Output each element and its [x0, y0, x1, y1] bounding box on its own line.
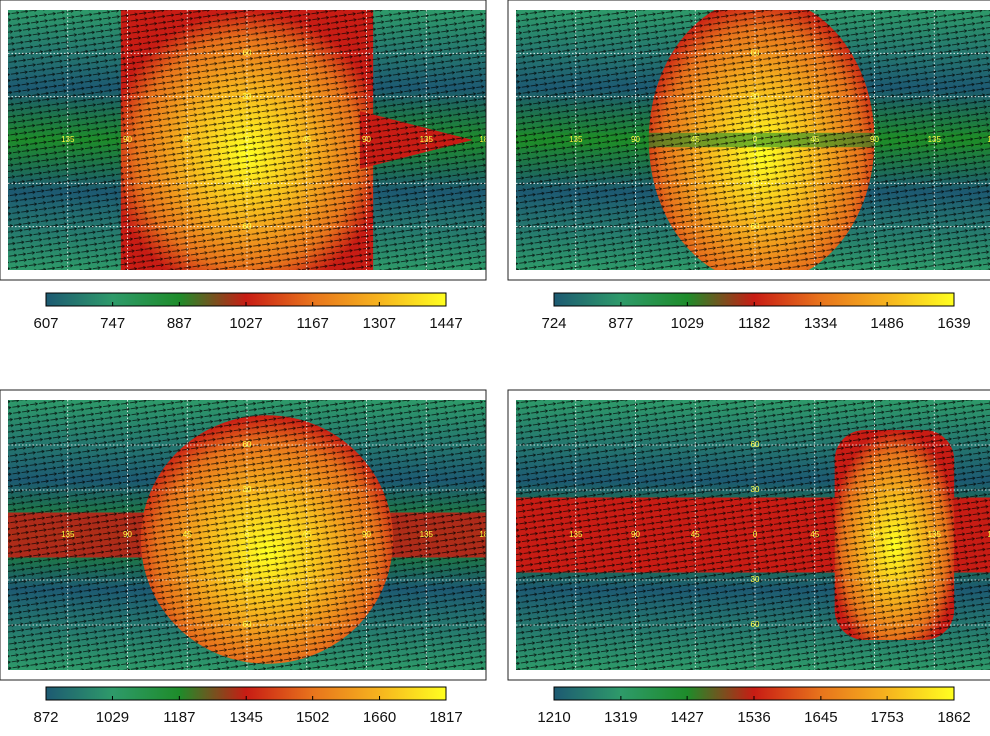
colorbar-tick-label: 1307 — [363, 315, 396, 332]
colorbar-tick-label: 1210 — [537, 709, 570, 726]
colorbar: 872 1029 1187 1345 1502 1660 1817 — [33, 686, 463, 726]
y-tick-label: 30 — [751, 92, 760, 101]
colorbar-tick-label: 1187 — [163, 709, 195, 726]
colorbar: 607 747 887 1027 1167 1307 1447 — [33, 292, 463, 332]
x-tick-label: 180 — [479, 135, 493, 144]
y-tick-label: 60 — [751, 222, 760, 231]
colorbar-tick-label: 887 — [167, 315, 192, 332]
map: 135 90 45 0 45 90 135 180 60 30 30 60 — [516, 10, 990, 270]
x-tick-label: 90 — [123, 530, 132, 539]
x-tick-label: 45 — [810, 135, 819, 144]
panel: 135 90 45 0 45 90 135 180 60 30 30 60 607 747 887 1027 1… — [0, 0, 493, 332]
y-tick-label: 60 — [751, 440, 760, 449]
x-tick-label: 45 — [302, 135, 311, 144]
y-tick-label: 60 — [751, 48, 760, 57]
colorbar-tick-label: 1427 — [670, 709, 703, 726]
panel-frame — [507, 0, 990, 281]
colorbar-tick-label: 724 — [541, 315, 566, 332]
x-tick-label: 135 — [61, 135, 75, 144]
y-tick-label: 30 — [243, 178, 252, 187]
colorbar-tick-label: 1027 — [229, 315, 262, 332]
x-tick-label: 135 — [420, 530, 434, 539]
x-tick-label: 90 — [123, 135, 132, 144]
colorbar: 1210 1319 1427 1536 1645 1753 1862 — [537, 686, 971, 726]
x-tick-label: 0 — [245, 530, 250, 539]
x-tick-label: 180 — [987, 135, 990, 144]
colorbar-tick-label: 1029 — [671, 315, 704, 332]
x-tick-label: 90 — [870, 530, 879, 539]
y-tick-label: 30 — [243, 92, 252, 101]
x-tick-label: 45 — [691, 530, 700, 539]
y-tick-label: 60 — [751, 620, 760, 629]
colorbar-tick-label: 1182 — [738, 315, 770, 332]
x-tick-label: 135 — [928, 530, 942, 539]
colorbar-tick-label: 607 — [33, 315, 58, 332]
panel: 135 90 45 0 45 90 135 180 60 30 30 60 1210 1319 1427 15… — [507, 389, 990, 726]
x-tick-label: 180 — [479, 530, 493, 539]
graticule: 135 90 45 0 45 90 135 180 60 30 30 60 — [8, 10, 493, 270]
colorbar-tick-label: 1447 — [429, 315, 462, 332]
colorbar-tick-label: 1536 — [737, 709, 770, 726]
colorbar-tick-label: 1645 — [804, 709, 837, 726]
x-tick-label: 135 — [61, 530, 75, 539]
colorbar-tick-label: 1862 — [937, 709, 970, 726]
colorbar-tick-label: 1817 — [429, 709, 462, 726]
graticule: 135 90 45 0 45 90 135 180 60 30 30 60 — [516, 400, 990, 670]
colorbar-tick-label: 1319 — [604, 709, 637, 726]
panel-frame — [0, 389, 487, 681]
x-tick-label: 0 — [753, 530, 758, 539]
y-tick-label: 60 — [243, 48, 252, 57]
colorbar-tick-label: 1639 — [937, 315, 970, 332]
y-tick-label: 30 — [243, 485, 252, 494]
map: 135 90 45 0 45 90 135 180 60 30 30 60 — [8, 10, 493, 270]
colorbar-tick-label: 1029 — [96, 709, 129, 726]
vector-field — [516, 400, 990, 670]
x-tick-label: 135 — [569, 530, 583, 539]
x-tick-label: 45 — [691, 135, 700, 144]
colorbar-tick-label: 1167 — [297, 315, 329, 332]
x-tick-label: 45 — [810, 530, 819, 539]
panel-frame — [0, 0, 487, 281]
y-tick-label: 30 — [751, 485, 760, 494]
x-tick-label: 0 — [753, 135, 758, 144]
colorbar-tick-label: 1334 — [804, 315, 837, 332]
colorbar-tick-label: 1502 — [296, 709, 329, 726]
colorbar-tick-label: 1486 — [870, 315, 903, 332]
x-tick-label: 90 — [631, 135, 640, 144]
panel: 135 90 45 0 45 90 135 180 60 30 30 60 872 1029 1187 134… — [0, 389, 493, 726]
x-tick-label: 45 — [183, 530, 192, 539]
colorbar-tick-label: 1660 — [363, 709, 396, 726]
colorbar-tick-label: 877 — [608, 315, 633, 332]
x-tick-label: 135 — [569, 135, 583, 144]
y-tick-label: 60 — [243, 222, 252, 231]
x-tick-label: 90 — [362, 135, 371, 144]
map: 135 90 45 0 45 90 135 180 60 30 30 60 — [516, 400, 990, 670]
x-tick-label: 135 — [420, 135, 434, 144]
panel: 135 90 45 0 45 90 135 180 60 30 30 60 724 877 1029 1182… — [507, 0, 990, 332]
y-tick-label: 30 — [751, 178, 760, 187]
graticule: 135 90 45 0 45 90 135 180 60 30 30 60 — [8, 400, 493, 670]
x-tick-label: 90 — [631, 530, 640, 539]
panel-frame — [507, 389, 990, 681]
x-tick-label: 45 — [183, 135, 192, 144]
graticule: 135 90 45 0 45 90 135 180 60 30 30 60 — [516, 10, 990, 270]
y-tick-label: 60 — [243, 440, 252, 449]
colorbar: 724 877 1029 1182 1334 1486 1639 — [541, 292, 971, 332]
vector-field — [516, 10, 990, 270]
x-tick-label: 90 — [362, 530, 371, 539]
colorbar-tick-label: 1345 — [230, 709, 263, 726]
map: 135 90 45 0 45 90 135 180 60 30 30 60 — [8, 400, 493, 670]
y-tick-label: 30 — [751, 575, 760, 584]
y-tick-label: 60 — [243, 620, 252, 629]
x-tick-label: 135 — [928, 135, 942, 144]
y-tick-label: 30 — [243, 575, 252, 584]
x-tick-label: 180 — [987, 530, 990, 539]
colorbar-tick-label: 747 — [100, 315, 125, 332]
x-tick-label: 0 — [245, 135, 250, 144]
x-tick-label: 45 — [302, 530, 311, 539]
colorbar-tick-label: 872 — [33, 709, 58, 726]
x-tick-label: 90 — [870, 135, 879, 144]
colorbar-tick-label: 1753 — [870, 709, 903, 726]
